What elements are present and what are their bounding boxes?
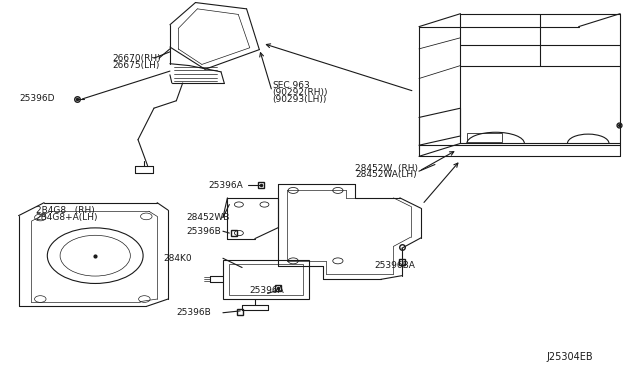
Text: 26675(LH): 26675(LH) [113, 61, 160, 70]
Text: 26670(RH): 26670(RH) [113, 54, 161, 62]
Text: 25396BA: 25396BA [374, 261, 415, 270]
Text: 2B4G8+A(LH): 2B4G8+A(LH) [36, 213, 99, 222]
Text: (90293(LH)): (90293(LH)) [272, 95, 326, 104]
Text: 284K0: 284K0 [164, 254, 192, 263]
Text: 2B4G8   (RH): 2B4G8 (RH) [36, 206, 95, 215]
Text: 25396D: 25396D [20, 94, 55, 103]
Text: 25396B: 25396B [186, 227, 221, 236]
Text: (90292(RH)): (90292(RH)) [272, 88, 328, 97]
Text: J25304EB: J25304EB [547, 352, 593, 362]
Text: 25396B: 25396B [176, 308, 211, 317]
Text: 25396A: 25396A [250, 286, 285, 295]
Text: SEC.963: SEC.963 [272, 81, 310, 90]
Text: 28452WB: 28452WB [186, 213, 229, 222]
Text: 28452WA(LH): 28452WA(LH) [355, 170, 417, 179]
Text: 28452W  (RH): 28452W (RH) [355, 164, 418, 173]
Text: 25396A: 25396A [208, 181, 243, 190]
